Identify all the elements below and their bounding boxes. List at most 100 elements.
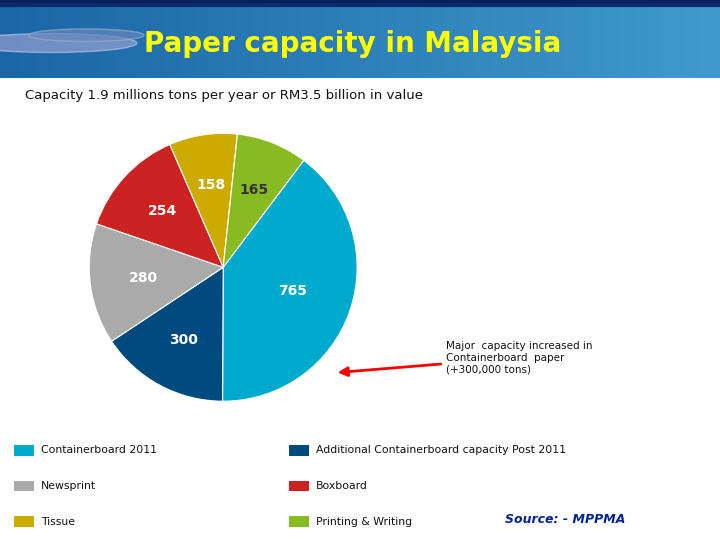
Text: Tissue: Tissue <box>41 517 75 526</box>
Bar <box>151 0 158 78</box>
Bar <box>65 0 72 78</box>
Bar <box>374 0 382 78</box>
Bar <box>50 0 58 78</box>
Bar <box>533 0 540 78</box>
Bar <box>324 0 331 78</box>
Bar <box>245 0 252 78</box>
Bar <box>396 0 403 78</box>
Text: 280: 280 <box>129 271 158 285</box>
Bar <box>547 0 554 78</box>
Bar <box>619 0 626 78</box>
Bar <box>706 0 713 78</box>
Bar <box>72 0 79 78</box>
Text: Additional Containerboard capacity Post 2011: Additional Containerboard capacity Post … <box>316 446 566 455</box>
Bar <box>216 0 223 78</box>
Bar <box>166 0 173 78</box>
Bar <box>698 0 706 78</box>
FancyBboxPatch shape <box>289 445 309 456</box>
Bar <box>511 0 518 78</box>
Bar <box>202 0 209 78</box>
FancyBboxPatch shape <box>289 481 309 491</box>
Bar <box>58 0 65 78</box>
Bar <box>295 0 302 78</box>
Bar <box>115 0 122 78</box>
Bar <box>230 0 238 78</box>
Bar <box>605 0 612 78</box>
Bar <box>468 0 475 78</box>
Bar <box>583 0 590 78</box>
Bar <box>554 0 562 78</box>
Bar <box>122 0 130 78</box>
FancyBboxPatch shape <box>14 516 34 527</box>
Text: 165: 165 <box>239 183 269 197</box>
Text: Major  capacity increased in
Containerboard  paper
(+300,000 tons): Major capacity increased in Containerboa… <box>341 341 593 375</box>
Bar <box>648 0 655 78</box>
Bar <box>389 0 396 78</box>
Bar <box>288 0 295 78</box>
Text: 300: 300 <box>169 333 198 347</box>
Bar <box>482 0 490 78</box>
Bar <box>338 0 346 78</box>
Text: Source: - MPPMA: Source: - MPPMA <box>505 513 626 526</box>
Bar <box>223 0 230 78</box>
Bar <box>382 0 389 78</box>
Bar <box>274 0 281 78</box>
FancyBboxPatch shape <box>14 481 34 491</box>
Bar <box>562 0 569 78</box>
FancyBboxPatch shape <box>289 516 309 527</box>
Bar <box>626 0 634 78</box>
Bar <box>598 0 605 78</box>
Bar <box>130 0 137 78</box>
Bar <box>144 0 151 78</box>
Bar <box>540 0 547 78</box>
Text: Capacity 1.9 millions tons per year or RM3.5 billion in value: Capacity 1.9 millions tons per year or R… <box>24 89 423 102</box>
Bar <box>238 0 245 78</box>
Bar <box>612 0 619 78</box>
Bar <box>526 0 533 78</box>
Text: Containerboard 2011: Containerboard 2011 <box>41 446 157 455</box>
Bar <box>518 0 526 78</box>
Bar <box>504 0 511 78</box>
Bar <box>259 0 266 78</box>
Bar <box>194 0 202 78</box>
Bar <box>677 0 684 78</box>
Bar <box>252 0 259 78</box>
Bar <box>360 0 367 78</box>
Text: Boxboard: Boxboard <box>316 481 368 491</box>
Bar <box>209 0 216 78</box>
Bar <box>158 0 166 78</box>
Bar <box>7 0 14 78</box>
Bar <box>137 0 144 78</box>
Bar <box>173 0 180 78</box>
Bar <box>180 0 187 78</box>
Text: 254: 254 <box>148 204 177 218</box>
Bar <box>497 0 504 78</box>
Bar <box>461 0 468 78</box>
Bar <box>187 0 194 78</box>
Bar <box>36 0 43 78</box>
Wedge shape <box>170 133 238 267</box>
Bar <box>662 0 670 78</box>
Bar <box>403 0 410 78</box>
Bar <box>439 0 446 78</box>
Bar <box>590 0 598 78</box>
Circle shape <box>0 33 137 52</box>
Bar <box>655 0 662 78</box>
Bar <box>79 0 86 78</box>
Bar <box>641 0 648 78</box>
Bar <box>475 0 482 78</box>
Bar <box>569 0 576 78</box>
Bar <box>86 0 94 78</box>
Bar <box>713 0 720 78</box>
Bar <box>0 0 7 78</box>
Wedge shape <box>89 224 223 341</box>
Bar <box>432 0 439 78</box>
Text: Printing & Writing: Printing & Writing <box>316 517 413 526</box>
Bar <box>331 0 338 78</box>
Bar <box>14 0 22 78</box>
Text: 158: 158 <box>196 178 225 192</box>
Text: Newsprint: Newsprint <box>41 481 96 491</box>
Bar <box>317 0 324 78</box>
Bar <box>634 0 641 78</box>
Wedge shape <box>96 145 223 267</box>
